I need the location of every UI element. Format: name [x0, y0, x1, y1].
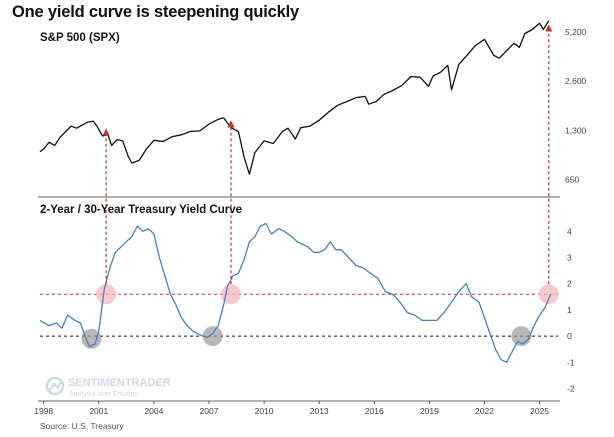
spx-y-tick-label: 5,200: [565, 27, 587, 37]
chart-title: One yield curve is steepening quickly: [12, 3, 299, 21]
x-tick-label: 2007: [200, 406, 219, 416]
curve-series-line: [39, 222, 552, 363]
x-tick-label: 2013: [310, 406, 329, 416]
spx-y-tick-label: 650: [565, 174, 579, 184]
curve-panel: 2-Year / 30-Year Treasury Yield Curve 4 3…: [39, 24, 575, 394]
watermark: SENTIMENTRADER Analysis over Emotion: [45, 376, 171, 398]
curve-y-tick-label: 2: [567, 279, 572, 289]
x-tick-label: 2016: [365, 406, 384, 416]
source-note: Source: U.S. Treasury: [40, 421, 124, 431]
x-tick-label: 2025: [530, 406, 549, 416]
curve-y-tick-label: 1: [567, 305, 572, 315]
curve-panel-title: 2-Year / 30-Year Treasury Yield Curve: [40, 204, 242, 216]
spx-y-tick-label: 2,600: [565, 76, 587, 86]
spx-series-line: [39, 20, 550, 175]
spx-panel-title: S&P 500 (SPX): [40, 32, 120, 44]
x-tick-label: 2019: [420, 406, 439, 416]
spx-y-tick-label: 1,300: [565, 125, 587, 135]
curve-y-tick-label: 0: [567, 331, 572, 341]
inversion-marker: [81, 328, 102, 349]
steepening-marker: [538, 284, 559, 305]
x-tick-label: 2004: [144, 406, 163, 416]
watermark-tagline: Analysis over Emotion: [69, 391, 138, 398]
watermark-name: SENTIMENTRADER: [68, 377, 171, 389]
x-tick-label: 2001: [89, 406, 108, 416]
x-tick-label: 2022: [475, 406, 494, 416]
watermark-logo-icon: [45, 376, 65, 396]
x-tick-label: 1998: [34, 406, 53, 416]
curve-y-tick-label: 4: [567, 226, 572, 236]
watermark-logo-mark: [49, 379, 63, 391]
steepening-marker: [96, 284, 117, 305]
curve-y-tick-label: -2: [567, 384, 575, 394]
x-tick-label: 2010: [255, 406, 274, 416]
inversion-marker: [202, 326, 223, 347]
curve-y-tick-label: 3: [567, 253, 572, 263]
steepening-marker: [221, 284, 241, 305]
spx-panel: S&P 500 (SPX) 5,200 2,600 1,300 650: [39, 20, 587, 184]
curve-y-tick-label: -1: [567, 357, 575, 367]
